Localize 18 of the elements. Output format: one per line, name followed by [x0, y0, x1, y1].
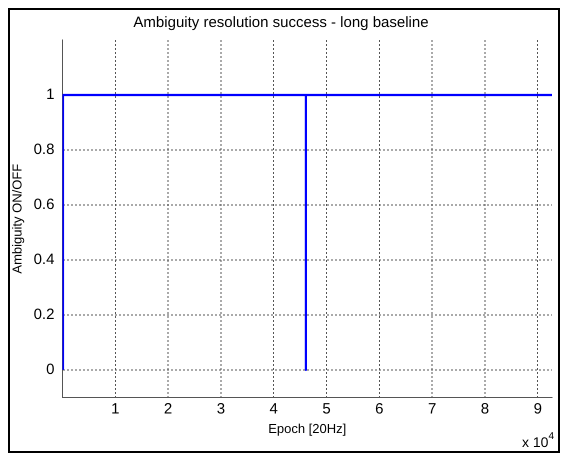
y-tick-label: 1: [46, 86, 54, 104]
x-tick-label: 3: [216, 400, 226, 418]
x-axis-title: Epoch [20Hz]: [268, 420, 346, 436]
x-tick-label: 2: [164, 400, 172, 418]
x-tick-label: 7: [428, 400, 436, 418]
chart-title: Ambiguity resolution success - long baseline: [133, 14, 429, 32]
y-tick-label: 0.2: [34, 306, 54, 324]
x-tick-label: 6: [375, 400, 384, 418]
x-tick-label: 9: [534, 400, 542, 418]
y-tick-label: 0: [46, 361, 54, 378]
x-tick-label: 1: [111, 400, 120, 418]
y-tick-label: 0.6: [34, 196, 54, 214]
y-axis-title: Ambiguity ON/OFF: [9, 164, 24, 274]
x-tick-label: 4: [270, 400, 278, 418]
x-tick-label: 8: [480, 400, 490, 418]
y-tick-label: 0.4: [34, 251, 54, 268]
x-tick-label: 5: [322, 400, 331, 418]
y-tick-label: 0.8: [34, 141, 54, 158]
